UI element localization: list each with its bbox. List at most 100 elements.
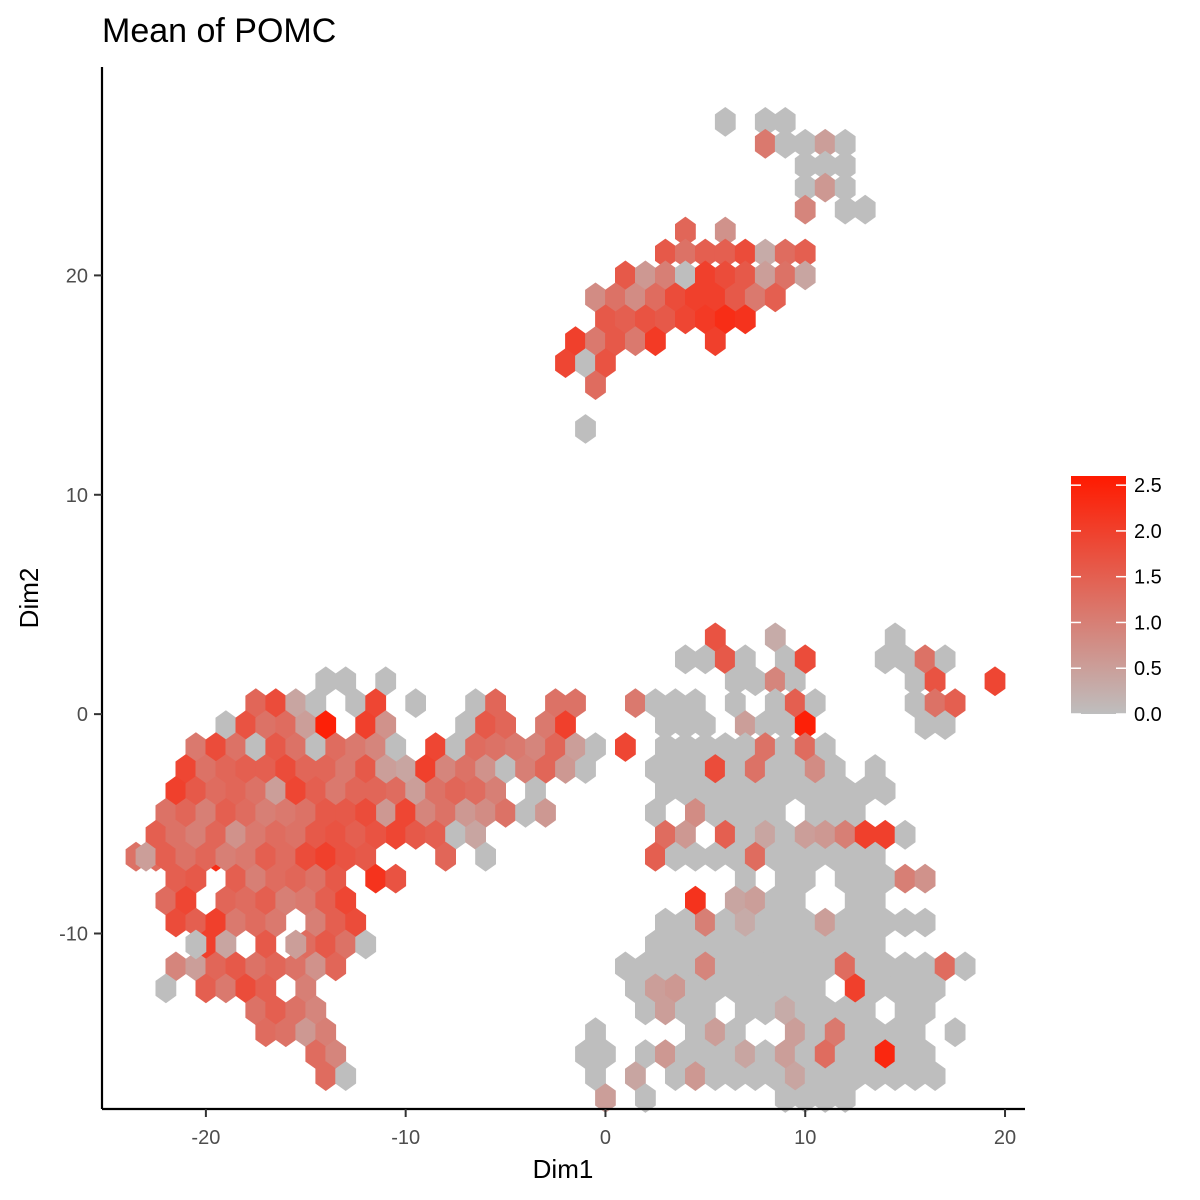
hex-cell [285, 776, 307, 806]
hex-cell [635, 304, 656, 335]
legend-tick-label: 2.0 [1134, 521, 1162, 543]
legend-tick-label: 0.5 [1134, 658, 1162, 680]
hex-cell [305, 951, 327, 982]
hex-cell [894, 644, 916, 675]
hex-cell [874, 951, 896, 982]
hex-cell [615, 304, 636, 335]
hex-cell [315, 841, 337, 872]
hex-cell [255, 798, 277, 828]
hex-cell [415, 754, 436, 784]
hex-cell [575, 348, 596, 378]
legend-tick-label: 1.0 [1134, 612, 1162, 634]
hex-cell [854, 819, 876, 850]
hex-cell [305, 688, 327, 718]
y-axis-title: Dim2 [14, 568, 44, 629]
hex-cell [625, 326, 646, 357]
legend-ticks: 0.0 0.5 1.0 1.5 2.0 2.5 [1071, 475, 1162, 726]
hex-cell [704, 754, 726, 784]
hex-cell [894, 819, 916, 850]
hex-cell [864, 754, 886, 784]
hex-cell [714, 238, 736, 269]
hex-cell [714, 107, 736, 137]
hex-cell [565, 732, 586, 762]
hex-cell [255, 973, 277, 1004]
hex-cell [455, 754, 476, 784]
hex-cell [794, 1039, 816, 1069]
hex-cell [325, 951, 347, 982]
hex-cell [195, 841, 217, 872]
hex-cell [665, 282, 686, 313]
hex-cell [265, 951, 287, 982]
hex-cell [774, 238, 796, 269]
hex-cell [704, 1061, 726, 1091]
hex-cell [724, 688, 746, 718]
hex-cell [225, 776, 247, 806]
hex-cell [255, 754, 277, 784]
hex-cell [695, 1039, 716, 1069]
hex-cell [774, 710, 796, 740]
hex-cell [305, 1039, 327, 1069]
hex-cell [235, 841, 257, 872]
hex-cell [774, 776, 796, 806]
hex-cell [495, 798, 516, 828]
hex-cell [685, 1017, 706, 1048]
hex-cell [675, 1039, 696, 1069]
hex-cell [495, 710, 516, 740]
legend-tick-label: 1.5 [1134, 567, 1162, 589]
hex-cell [924, 666, 946, 697]
hex-cell [914, 995, 936, 1026]
hex-cell [415, 798, 436, 828]
hex-cell [385, 776, 407, 806]
hex-cell [814, 732, 836, 762]
hex-cell [784, 1017, 806, 1048]
hex-cell [355, 710, 377, 740]
hex-cell [814, 150, 836, 181]
hex-cell [844, 841, 866, 872]
hex-cell [685, 929, 706, 960]
hex-cell [774, 863, 796, 894]
hex-cell [814, 128, 836, 159]
hex-cell [345, 819, 367, 850]
hex-cell [744, 754, 766, 784]
hex-cell [165, 819, 187, 850]
hex-cell [774, 1039, 796, 1069]
hex-cell [824, 1017, 846, 1048]
hex-cell [435, 798, 456, 828]
hex-cell [575, 1039, 596, 1069]
hex-cell [245, 995, 267, 1026]
hex-cell [675, 710, 696, 740]
hex-cell [695, 644, 716, 675]
hex-cell [235, 710, 257, 740]
hex-cell [814, 995, 836, 1026]
hex-cell [185, 863, 207, 894]
hex-cell [175, 885, 197, 916]
hex-cell [794, 863, 816, 894]
hex-cell [695, 907, 716, 938]
hex-cell [714, 644, 736, 675]
hex-cell [724, 282, 746, 313]
hex-cell [225, 951, 247, 982]
hex-cell [585, 370, 606, 400]
hex-cell [794, 907, 816, 938]
hex-cell [325, 1039, 347, 1069]
hex-cell [675, 304, 696, 335]
hex-cell [165, 951, 187, 982]
hex-cell [695, 776, 716, 806]
hex-cell [225, 732, 247, 762]
hex-cell [325, 732, 347, 762]
hex-cell [205, 907, 227, 938]
hex-cell [695, 951, 716, 982]
hex-cell [844, 929, 866, 960]
hex-cell [804, 1061, 826, 1091]
hex-cell [854, 907, 876, 938]
hex-cell [675, 732, 696, 762]
hex-cell [655, 776, 676, 806]
hex-cell [595, 1039, 616, 1069]
hex-cell [734, 1039, 756, 1069]
hex-cell [724, 754, 746, 784]
hex-cell [754, 107, 776, 137]
hex-cell [734, 644, 756, 675]
hex-cell [235, 754, 257, 784]
hex-cell [305, 732, 327, 762]
hex-cell [814, 907, 836, 938]
